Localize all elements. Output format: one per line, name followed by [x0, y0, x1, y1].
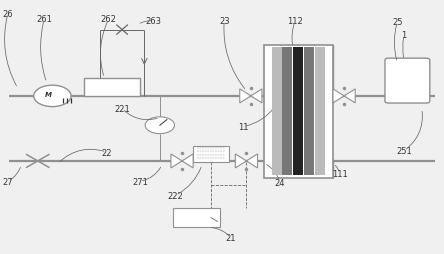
- Polygon shape: [344, 90, 355, 104]
- Bar: [264, 46, 333, 178]
- Polygon shape: [171, 154, 182, 168]
- Text: 261: 261: [36, 14, 52, 24]
- Polygon shape: [182, 154, 193, 168]
- Bar: [304, 48, 314, 175]
- Text: 24: 24: [274, 178, 285, 187]
- Polygon shape: [333, 90, 344, 104]
- Text: 11: 11: [238, 122, 249, 132]
- Text: 21: 21: [226, 233, 236, 242]
- Circle shape: [145, 117, 174, 134]
- Text: 22: 22: [101, 148, 112, 157]
- Text: 222: 222: [167, 191, 183, 200]
- Polygon shape: [246, 154, 258, 168]
- Text: 111: 111: [332, 169, 348, 179]
- Bar: [293, 48, 303, 175]
- Bar: [282, 48, 292, 175]
- FancyBboxPatch shape: [385, 59, 430, 104]
- Polygon shape: [240, 90, 251, 104]
- Text: M: M: [45, 91, 52, 98]
- Text: 221: 221: [114, 105, 130, 114]
- Bar: [173, 208, 220, 227]
- Text: 26: 26: [3, 9, 13, 19]
- Polygon shape: [235, 154, 246, 168]
- Circle shape: [34, 86, 71, 107]
- Bar: [84, 79, 140, 97]
- Bar: [193, 146, 229, 163]
- Text: 25: 25: [392, 18, 403, 27]
- Polygon shape: [251, 90, 262, 104]
- Text: 271: 271: [132, 177, 148, 186]
- Text: 1: 1: [401, 31, 407, 40]
- Text: 112: 112: [287, 17, 303, 26]
- Text: 23: 23: [219, 17, 230, 26]
- Text: 251: 251: [396, 147, 412, 156]
- Text: 27: 27: [3, 177, 13, 186]
- Text: 263: 263: [145, 17, 161, 26]
- Text: 262: 262: [101, 15, 117, 24]
- Bar: [315, 48, 325, 175]
- Bar: [272, 48, 281, 175]
